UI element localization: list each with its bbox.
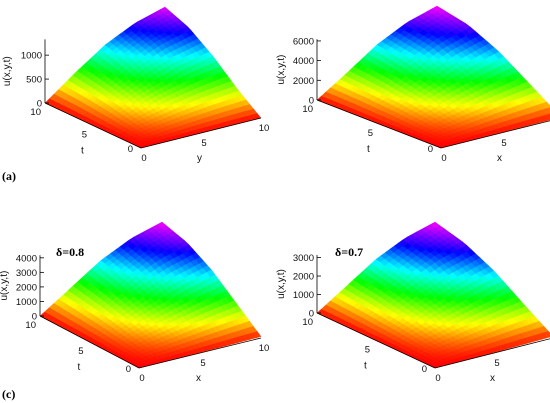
z-axis-label: u(x,y,t) [2,56,13,86]
z-tick-label: 6000 [293,36,314,47]
z-tick-label: 3000 [16,268,37,279]
z-axis-label: u(x,y,t) [276,269,287,299]
t-axis-line [39,315,140,369]
x-axis-label: y [197,153,202,164]
x-axis-line [434,338,550,369]
z-tick-label: 2000 [293,76,314,87]
surface-patch [546,113,550,118]
surface [316,221,550,369]
surface [44,6,262,149]
t-tick-label: 0 [128,144,133,155]
t-axis-label: t [364,361,367,372]
x-tick-label: 10 [259,123,270,134]
z-axis-label: u(x,y,t) [276,55,287,85]
t-axis-line [44,102,142,149]
surface [316,5,550,149]
panel-label: (a) [2,169,16,183]
x-tick-label: 0 [441,153,446,164]
t-tick-label: 5 [365,345,370,356]
delta-annotation: δ=0.7 [335,245,363,259]
surface-patch [543,330,550,338]
x-axis-label: x [196,373,201,384]
t-axis-label: t [78,362,81,373]
z-tick-label: 4000 [293,56,314,67]
z-tick-label: 1000 [21,51,42,62]
z-tick-label: 500 [26,75,42,86]
z-tick-label: 0 [309,309,314,320]
panel-3: 010002000300010500510txu(x,y,t)δ=0.7(d) [276,221,550,384]
z-tick-label: 4000 [16,253,37,264]
x-axis-label: x [497,153,502,164]
t-axis-line [316,99,442,149]
t-tick-label: 10 [30,107,41,118]
t-tick-label: 5 [78,346,83,357]
t-tick-label: 5 [82,130,87,141]
x-tick-label: 0 [435,373,440,384]
t-tick-label: 10 [25,320,36,331]
axes [316,255,550,369]
t-tick-label: 0 [126,364,131,375]
x-tick-label: 5 [201,138,206,149]
z-tick-label: 3000 [293,253,314,264]
z-tick-label: 1000 [16,297,37,308]
t-axis-line [316,312,436,369]
z-tick-label: 1000 [293,290,314,301]
x-axis-label: x [490,373,495,384]
x-tick-label: 10 [259,343,270,354]
delta-annotation: δ=0.8 [56,245,84,259]
t-axis-label: t [81,146,84,157]
z-tick-label: 0 [32,312,37,323]
x-tick-label: 0 [141,153,146,164]
x-axis-line [140,117,262,149]
t-tick-label: 0 [422,364,427,375]
t-tick-label: 0 [428,144,433,155]
panel-2: 0100020003000400010500510txu(x,y,t)δ=0.8… [0,221,270,401]
z-tick-label: 0 [309,96,314,107]
x-tick-label: 5 [501,138,506,149]
x-axis-line [138,337,262,369]
x-tick-label: 0 [139,373,144,384]
surface-patch [252,331,262,339]
z-tick-label: 2000 [16,282,37,293]
z-tick-label: 2000 [293,272,314,283]
x-tick-label: 5 [200,358,205,369]
axes [39,255,262,369]
z-tick-label: 0 [37,99,42,110]
t-axis-label: t [367,144,370,155]
z-axis-label: u(x,y,t) [0,271,10,301]
t-tick-label: 10 [302,104,313,115]
panel-1: 020004000600010500510txu(x,y,t)δ=0.9(b) [276,5,550,164]
axes [316,39,550,149]
t-tick-label: 10 [302,317,313,328]
t-tick-label: 5 [368,128,373,139]
x-tick-label: 5 [494,358,499,369]
panel-label: (c) [2,387,15,401]
x-axis-line [440,120,550,149]
surface-patch [546,107,550,112]
axes [44,39,262,149]
